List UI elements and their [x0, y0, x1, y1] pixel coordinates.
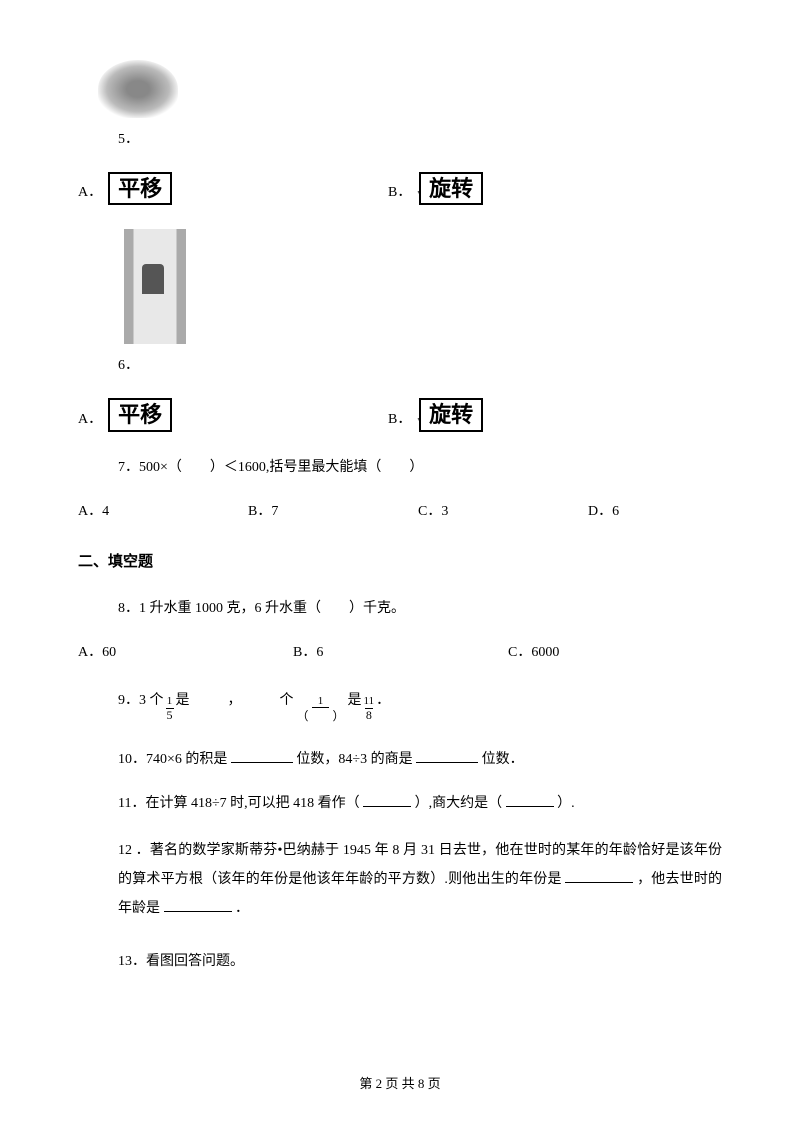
q9-frac2: 1 （ ） — [296, 696, 346, 722]
q12-p3: ． — [235, 901, 249, 916]
q6-opt-b-box: 旋转 — [419, 398, 483, 431]
q5-opt-b-label: B． — [388, 181, 411, 205]
q12-blank1 — [565, 869, 633, 883]
q6-options: A． 平移 B． ' 旋转 — [78, 398, 722, 431]
q8-text: 8．1 升水重 1000 克，6 升水重（ ）千克。 — [78, 597, 722, 617]
q9-end: ． — [376, 689, 390, 709]
q9-f3-den: 8 — [365, 708, 373, 721]
q6-opt-b-label: B． — [388, 408, 411, 432]
page-footer: 第 2 页 共 8 页 — [0, 1073, 800, 1092]
q9-mid2: ， — [228, 689, 242, 709]
q6-opt-a-label: A． — [78, 408, 102, 432]
q11-p3: ）. — [557, 796, 575, 811]
q9-mid3: 个 — [280, 689, 294, 709]
q10-blank1 — [231, 749, 293, 763]
q10-line: 10．740×6 的积是 位数，84÷3 的商是 位数． — [78, 748, 722, 768]
q6-image — [124, 229, 186, 344]
q9-mid4: 是 — [348, 689, 362, 709]
q9-f2-num: 1 — [312, 696, 330, 708]
q7-text: 7．500×（ ）＜1600,括号里最大能填（ ） — [78, 456, 722, 476]
q5-image — [98, 60, 178, 118]
q11-p2: ）,商大约是（ — [415, 796, 503, 811]
q8-opt-a: A．60 — [78, 641, 293, 661]
q10-p2: 位数，84÷3 的商是 — [296, 752, 412, 767]
q6-number: 6． — [78, 354, 722, 374]
q9-mid1: 是 — [176, 689, 190, 709]
section-2-title: 二、填空题 — [78, 550, 722, 571]
q8-opt-c: C．6000 — [508, 641, 559, 661]
q10-p3: 位数． — [482, 752, 524, 767]
q9-f1-num: 1 — [167, 696, 173, 707]
q7-opt-c: C．3 — [418, 500, 588, 520]
q6-opt-a-box: 平移 — [108, 398, 172, 431]
q11-p1: 11．在计算 418÷7 时,可以把 418 看作（ — [118, 796, 360, 811]
q8-opt-b: B．6 — [293, 641, 508, 661]
q9-frac1: 1 5 — [166, 696, 174, 721]
q7-opt-d: D．6 — [588, 500, 619, 520]
q5-number: 5． — [78, 128, 722, 148]
q7-options: A．4 B．7 C．3 D．6 — [78, 500, 722, 520]
q9-f2-den: （ ） — [296, 710, 346, 722]
q10-blank2 — [416, 749, 478, 763]
q5-options: A． 平移 B． ' 旋转 — [78, 172, 722, 205]
q13-line: 13．看图回答问题。 — [78, 950, 722, 970]
q5-opt-a-box: 平移 — [108, 172, 172, 205]
q5-opt-b-box: 旋转 — [419, 172, 483, 205]
q7-opt-b: B．7 — [248, 500, 418, 520]
q7-opt-a: A．4 — [78, 500, 248, 520]
q9-pre: 9．3 个 — [118, 689, 164, 709]
q5-opt-a-label: A． — [78, 181, 102, 205]
q8-options: A．60 B．6 C．6000 — [78, 641, 722, 661]
q9-f1-den: 5 — [166, 708, 174, 721]
q9-frac3: 11 8 — [364, 696, 375, 721]
q9-f3-num: 11 — [364, 696, 375, 707]
q12-para: 12 ．著名的数学家斯蒂芬•巴纳赫于 1945 年 8 月 31 日去世，他在世… — [78, 836, 722, 924]
q12-blank2 — [164, 898, 232, 912]
q11-blank1 — [363, 793, 411, 807]
q10-p1: 10．740×6 的积是 — [118, 752, 227, 767]
q11-line: 11．在计算 418÷7 时,可以把 418 看作（ ）,商大约是（ ）. — [78, 792, 722, 812]
q9-line: 9．3 个 1 5 是 ， 个 1 （ ） 是 11 8 ． — [78, 689, 722, 722]
q11-blank2 — [506, 793, 554, 807]
